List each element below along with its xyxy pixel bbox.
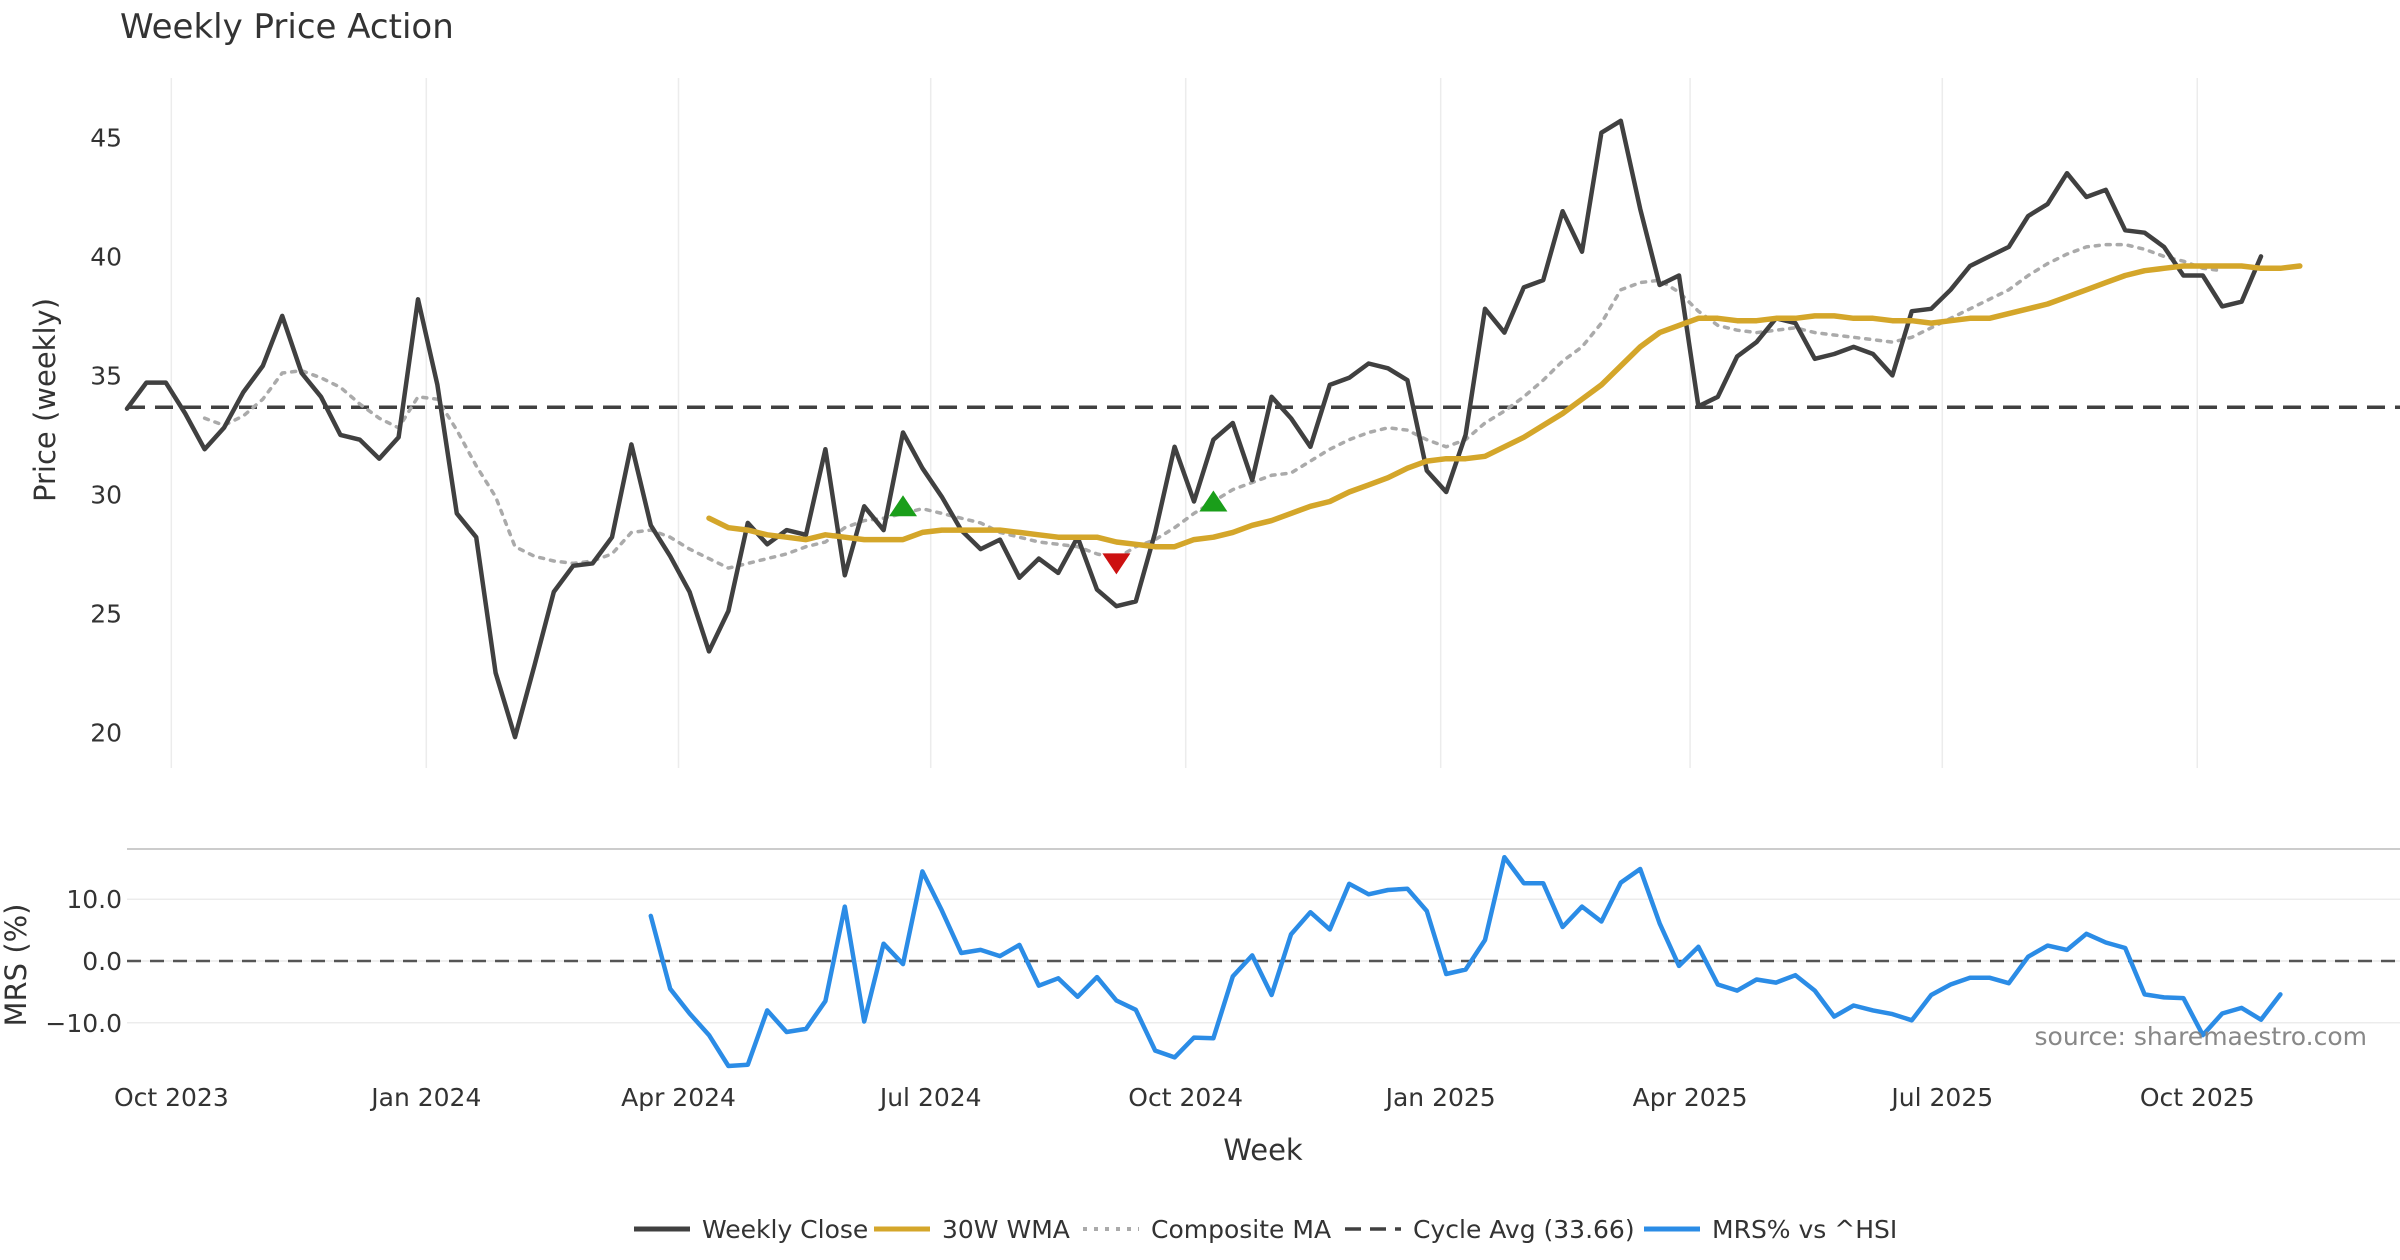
source-note: source: sharemaestro.com [2035,1022,2368,1051]
price-gridlines [170,78,2199,768]
mrs-gridlines [127,898,2400,1024]
mrs-y-tick-label: −10.0 [45,1009,122,1038]
x-axis-label: Week [1223,1133,1303,1167]
x-tick-label: Oct 2024 [1128,1083,1243,1112]
signal-markers [889,490,1228,575]
x-tick-label: Apr 2025 [1633,1083,1748,1112]
x-tick-label: Oct 2025 [2140,1083,2255,1112]
legend-label: Cycle Avg (33.66) [1413,1215,1635,1244]
chart-title: Weekly Price Action [120,7,454,47]
price-y-tick-label: 30 [90,480,122,509]
mrs-y-axis-label: MRS (%) [0,904,33,1027]
legend: Weekly Close 30W WMA Composite MA Cycle Avg… [634,1215,1897,1244]
x-axis-ticks: Oct 2023 Jan 2024 Apr 2024 Jul 2024 Oct 2024… [114,1083,2255,1112]
mrs-vs-hsi-line [648,854,2283,1069]
price-y-tick-label: 45 [90,123,122,152]
weekly-close-line [124,118,2264,740]
legend-label: Weekly Close [702,1215,868,1244]
legend-label: Composite MA [1151,1215,1331,1244]
x-tick-label: Jan 2024 [369,1083,481,1112]
x-tick-label: Jul 2025 [1889,1083,1993,1112]
sell-signal-marker [1102,553,1131,575]
x-tick-label: Apr 2024 [621,1083,736,1112]
price-series-group [124,118,2400,740]
mrs-y-ticks: 10.0 0.0 −10.0 [45,885,122,1038]
buy-signal-marker [889,495,917,517]
buy-signal-marker [1199,490,1228,512]
legend-label: MRS% vs ^HSI [1712,1215,1897,1244]
price-y-ticks: 20 25 30 35 40 45 [90,123,122,747]
30w-wma-line [706,263,2303,550]
mrs-y-tick-label: 10.0 [66,885,122,914]
price-y-tick-label: 40 [90,242,122,271]
x-tick-label: Jul 2024 [878,1083,982,1112]
x-tick-label: Jan 2025 [1384,1083,1496,1112]
price-y-tick-label: 20 [90,718,122,747]
mrs-series-group [648,854,2283,1069]
mrs-y-tick-label: 0.0 [82,947,122,976]
price-y-axis-label: Price (weekly) [28,298,62,502]
price-y-tick-label: 25 [90,599,122,628]
price-y-tick-label: 35 [90,361,122,390]
x-tick-label: Oct 2023 [114,1083,229,1112]
legend-label: 30W WMA [942,1215,1070,1244]
